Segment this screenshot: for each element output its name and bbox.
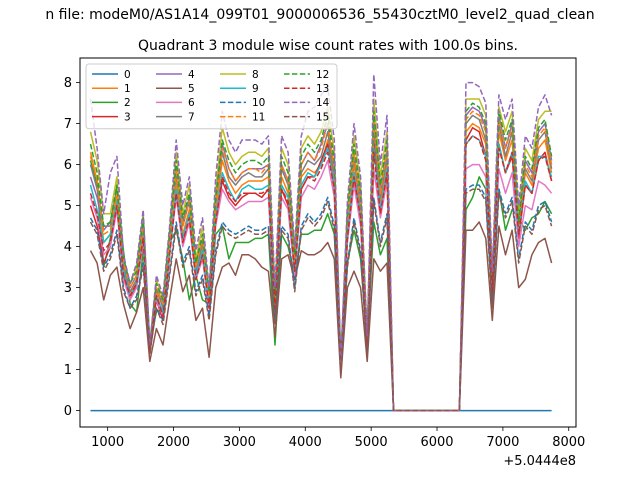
legend-label-7: 7 (188, 111, 195, 123)
legend-label-8: 8 (252, 69, 259, 81)
x-axis: 1000 2000 3000 4000 5000 6000 7000 8000 (91, 427, 585, 450)
x-tick-label: 1000 (91, 435, 124, 450)
series-line-15 (89, 188, 553, 412)
y-tick-label: 2 (64, 322, 72, 337)
legend-label-6: 6 (188, 97, 195, 109)
x-tick-label: 3000 (223, 435, 256, 450)
plot-frame (79, 57, 577, 428)
y-tick-label: 3 (64, 281, 72, 296)
y-axis: 0 1 2 3 4 5 6 7 8 (64, 76, 80, 419)
y-tick-label: 1 (64, 363, 72, 378)
y-tick-label: 0 (64, 404, 72, 419)
legend-label-10: 10 (252, 97, 265, 109)
legend-label-15: 15 (316, 111, 329, 123)
legend-label-9: 9 (252, 83, 259, 95)
legend-label-12: 12 (316, 69, 329, 81)
y-tick-label: 5 (64, 199, 72, 214)
y-tick-label: 7 (64, 117, 72, 132)
x-tick-label: 4000 (289, 435, 322, 450)
legend-label-14: 14 (316, 97, 330, 109)
x-tick-label: 7000 (486, 435, 519, 450)
chart-title: Quadrant 3 module wise count rates with … (138, 38, 518, 54)
legend-label-13: 13 (316, 83, 329, 95)
y-tick-label: 4 (64, 240, 72, 255)
series-line-10 (89, 184, 553, 412)
legend-label-5: 5 (188, 83, 195, 95)
legend-label-2: 2 (124, 97, 131, 109)
legend-label-11: 11 (252, 111, 265, 123)
series-line-5 (89, 221, 553, 412)
y-tick-label: 6 (64, 158, 72, 173)
x-tick-label: 6000 (420, 435, 453, 450)
legend-label-4: 4 (188, 69, 195, 81)
series-line-13 (89, 135, 553, 412)
x-tick-label: 8000 (552, 435, 585, 450)
series-line-4 (89, 106, 553, 412)
legend-label-3: 3 (124, 111, 131, 123)
figure-suptitle: n file: modeM0/AS1A14_099T01_9000006536_… (45, 7, 594, 23)
legend-frame (85, 63, 338, 130)
legend-label-1: 1 (124, 83, 131, 95)
x-offset-label: +5.0444e8 (503, 454, 576, 469)
x-tick-label: 5000 (355, 435, 388, 450)
y-tick-label: 8 (64, 76, 72, 91)
legend-label-0: 0 (124, 69, 131, 81)
x-tick-label: 2000 (157, 435, 190, 450)
series-line-11 (89, 110, 553, 412)
series-line-1 (89, 122, 553, 412)
